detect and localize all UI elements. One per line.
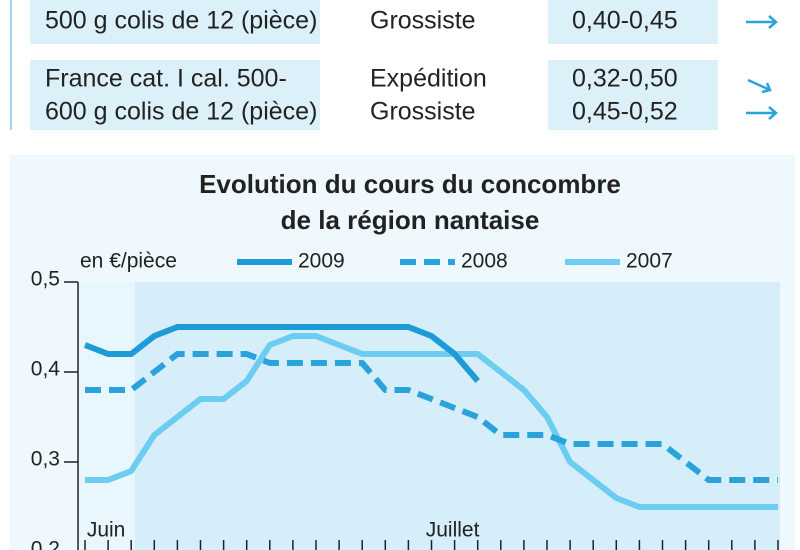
y-tick-label: 0,5 [31,268,60,291]
chart-title: de la région nantaise [281,205,540,235]
row-price: 0,40-0,45 [572,7,678,35]
cell-bg [30,60,320,130]
y-axis-label: en €/pièce [80,250,177,273]
x-tick-label: Juin [87,519,126,542]
legend-label: 2008 [461,250,508,273]
row-price: 0,32-0,50 [572,65,678,93]
cell-bg [548,0,718,44]
row-stage: Grossiste [370,7,476,35]
series-line [85,333,778,510]
trend-arrows [746,15,778,120]
row-stage: Grossiste [370,98,476,126]
row-price: 0,45-0,52 [572,98,678,126]
series-line [83,324,480,383]
chart-title: Evolution du cours du concombre [199,169,621,199]
row-label: France cat. I cal. 500- [45,65,287,93]
row-stage: Expédition [370,65,487,93]
y-tick-label: 0,4 [31,358,61,381]
legend-label: 2009 [298,250,345,273]
cell-bg [30,0,320,44]
legend-label: 2007 [626,250,673,273]
y-tick-label: 0,3 [31,448,60,471]
row-label: 600 g colis de 12 (pièce) [45,98,317,126]
x-tick-label: Juillet [426,519,480,542]
series-line [85,351,778,483]
plot-area-first-week [78,282,135,550]
row-label: 500 g colis de 12 (pièce) [45,7,317,35]
cell-bg [548,60,718,130]
y-tick-label: 0,2 [31,538,60,550]
